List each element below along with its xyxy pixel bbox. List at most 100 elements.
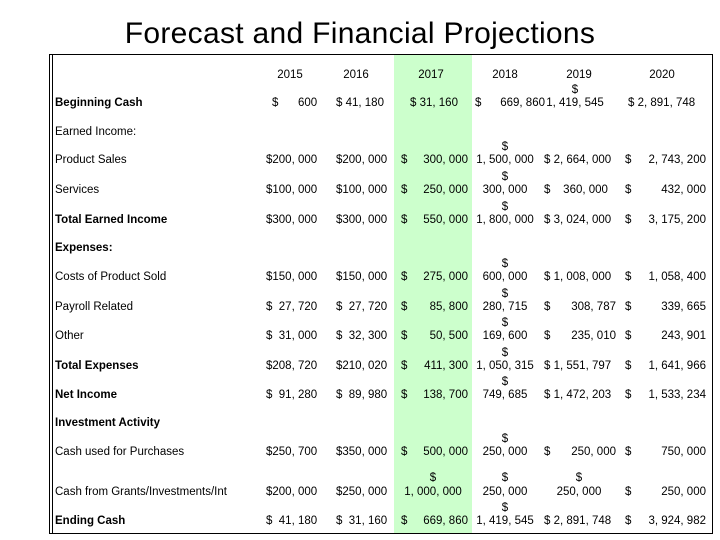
grid-line [49, 54, 50, 534]
cell-2020-sym: $ [625, 271, 632, 283]
row-label-total-expenses: Total Expenses [55, 360, 139, 372]
row-label-services: Services [55, 184, 100, 196]
cell-2016: $350, 000 [336, 446, 388, 458]
grid-line [49, 533, 712, 534]
cell-2018-top: $ [501, 201, 509, 213]
cell-2015: $300, 000 [266, 214, 318, 226]
cell-2016: $ 31, 160 [336, 515, 388, 527]
cell-2016: $200, 000 [336, 154, 388, 166]
cell-2015: $ 41, 180 [266, 515, 318, 527]
cell-2017: 1, 000, 000 [404, 486, 462, 498]
cell-2017: 250, 000 [423, 184, 468, 196]
cell-2018-top: $ [501, 317, 509, 329]
cell-2015: $200, 000 [266, 486, 318, 498]
cell-2019-top: $ [571, 84, 579, 96]
cell-2018: 280, 715 [482, 301, 528, 313]
year-header: 2017 [418, 69, 444, 81]
year-header: 2019 [566, 69, 592, 81]
cell-2017: 275, 000 [423, 271, 468, 283]
cell-2019: 1, 419, 545 [546, 97, 604, 109]
row-label-other: Other [55, 330, 84, 342]
cell-2018-top: $ [501, 376, 509, 388]
cell-2017-sym: $ [401, 271, 408, 283]
cell-2015: $200, 000 [266, 154, 318, 166]
row-label-costs-of-product-sold: Costs of Product Sold [55, 271, 167, 283]
cell-2020: 250, 000 [661, 486, 706, 498]
section-earned-income: Earned Income: [55, 126, 137, 138]
section-investment-activity: Investment Activity [55, 417, 161, 429]
cell-2019-sym: $ [544, 301, 551, 313]
cell-2016: $250, 000 [336, 486, 388, 498]
cell-2018: 250, 000 [482, 446, 528, 458]
cell-2019-top: $ [575, 472, 583, 484]
cell-2015: $ 27, 720 [266, 301, 318, 313]
cell-2018: 1, 050, 315 [476, 360, 534, 372]
cell-2020: $ 2, 891, 748 [628, 97, 696, 109]
cell-2020: 3, 924, 982 [648, 515, 706, 527]
highlight-column-2017 [394, 54, 472, 534]
row-label-payroll-related: Payroll Related [55, 301, 133, 313]
row-label-product-sales: Product Sales [55, 154, 127, 166]
cell-2017-sym: $ [401, 214, 408, 226]
cell-2017: 85, 800 [429, 301, 468, 313]
grid-line [49, 54, 712, 55]
cell-2020-sym: $ [625, 486, 632, 498]
cell-2017-sym: $ [401, 330, 408, 342]
year-header: 2018 [492, 69, 518, 81]
cell-2017: $ 31, 160 [410, 97, 458, 109]
cell-2017-sym: $ [401, 184, 408, 196]
cell-2018: 1, 500, 000 [476, 154, 534, 166]
cell-2019: 250, 000 [571, 446, 616, 458]
cell-2020-sym: $ [625, 389, 632, 401]
cell-2018: 669, 860 [500, 97, 545, 109]
cell-2018-top: $ [501, 502, 509, 514]
cell-2018-top: $ [501, 433, 509, 445]
row-label-net-income: Net Income [55, 389, 117, 401]
year-header: 2020 [649, 69, 675, 81]
cell-2015: 600 [298, 97, 318, 109]
cell-2016: $ 41, 180 [336, 97, 384, 109]
cell-2020: 339, 665 [661, 301, 706, 313]
cell-2020-sym: $ [625, 330, 632, 342]
cell-2018: 1, 800, 000 [476, 214, 534, 226]
cell-2019-sym: $ [544, 446, 551, 458]
cell-2020: 1, 533, 234 [648, 389, 706, 401]
cell-2020-sym: $ [625, 154, 632, 166]
page-title: Forecast and Financial Projections [124, 17, 596, 50]
cell-2017-top: $ [429, 472, 437, 484]
cell-2015: $250, 700 [266, 446, 318, 458]
cell-2019: 308, 787 [571, 301, 616, 313]
cell-2019: $ 2, 664, 000 [544, 154, 612, 166]
cell-2016: $150, 000 [336, 271, 388, 283]
cell-2017: 138, 700 [423, 389, 468, 401]
cell-2020: 1, 058, 400 [648, 271, 706, 283]
cell-2019: $ 3, 024, 000 [544, 214, 612, 226]
cell-2017: 669, 860 [423, 515, 468, 527]
cell-2019: 250, 000 [556, 486, 602, 498]
grid-line [52, 54, 53, 534]
cell-2019: $ 1, 551, 797 [544, 360, 612, 372]
cell-2017-sym: $ [401, 446, 408, 458]
cell-2020-sym: $ [625, 446, 632, 458]
cell-2018: 250, 000 [482, 486, 528, 498]
cell-2015: $150, 000 [266, 271, 318, 283]
cell-2018: 169, 600 [482, 330, 528, 342]
cell-2016: $300, 000 [336, 214, 388, 226]
cell-2017-sym: $ [401, 154, 408, 166]
cell-2020: 243, 901 [661, 330, 706, 342]
cell-2015: $100, 000 [266, 184, 318, 196]
cell-2015: $208, 720 [266, 360, 318, 372]
year-header: 2016 [343, 69, 369, 81]
cell-2018: 600, 000 [482, 271, 528, 283]
cell-2020: 1, 641, 966 [648, 360, 706, 372]
cell-2016: $100, 000 [336, 184, 388, 196]
cell-2017: 500, 000 [423, 446, 468, 458]
row-label-beginning-cash: Beginning Cash [55, 97, 143, 109]
cell-2016: $ 27, 720 [336, 301, 388, 313]
cell-2018-sym: $ [475, 97, 482, 109]
cell-2020-sym: $ [625, 214, 632, 226]
cell-2017-sym: $ [401, 360, 408, 372]
cell-2018-top: $ [501, 141, 509, 153]
cell-2016: $ 89, 980 [336, 389, 388, 401]
cell-2015: $ 31, 000 [266, 330, 318, 342]
